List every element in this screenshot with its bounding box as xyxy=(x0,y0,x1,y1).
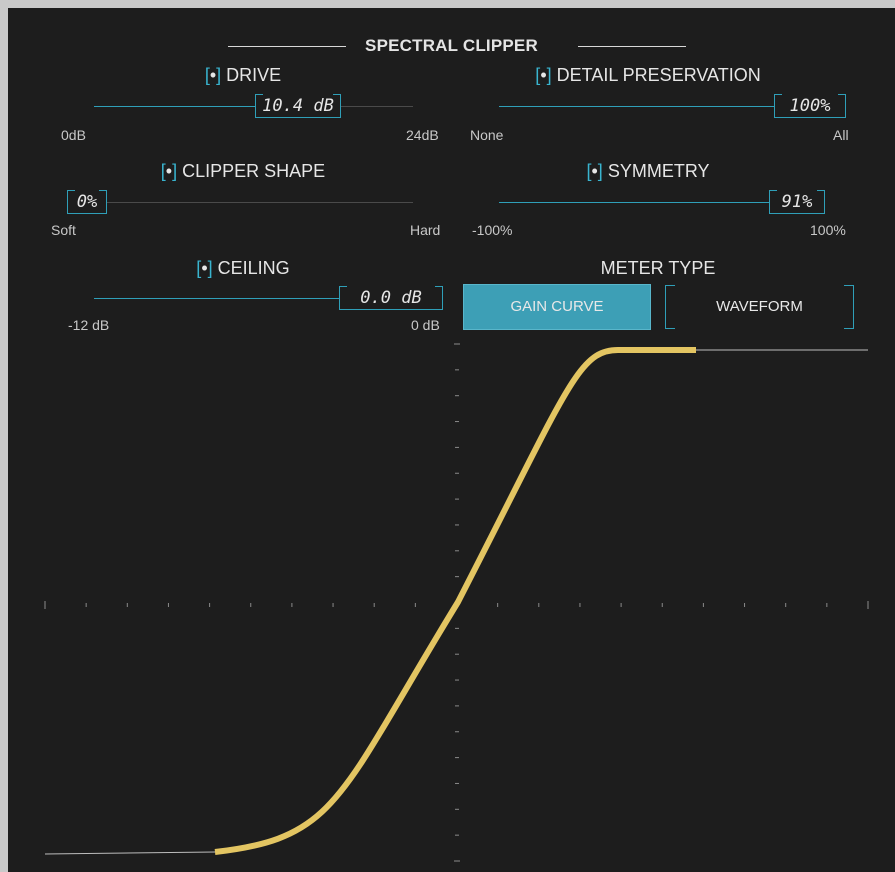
symmetry-toggle-icon[interactable]: [•] xyxy=(586,161,603,181)
ceiling-max-label: 0 dB xyxy=(411,317,440,333)
symmetry-label[interactable]: [•] SYMMETRY xyxy=(568,161,728,182)
ceiling-min-label: -12 dB xyxy=(68,317,110,333)
spectral-clipper-panel: SPECTRAL CLIPPER [•] DRIVE 10.4 dB 0dB 2… xyxy=(8,8,895,872)
symmetry-max-label: 100% xyxy=(810,222,846,238)
detail-min-label: None xyxy=(470,127,504,143)
detail-value-box[interactable]: 100% xyxy=(774,94,846,118)
section-title: SPECTRAL CLIPPER xyxy=(365,36,538,55)
title-line-right xyxy=(578,46,686,47)
gain-curve-input-line-left xyxy=(44,851,216,855)
drive-track-empty[interactable] xyxy=(341,106,413,107)
shape-value-box[interactable]: 0% xyxy=(67,190,107,214)
ceiling-label-text: CEILING xyxy=(217,258,290,278)
symmetry-value-box[interactable]: 91% xyxy=(769,190,825,214)
gain-curve xyxy=(214,347,696,855)
clipper-shape-label[interactable]: [•] CLIPPER SHAPE xyxy=(148,161,338,182)
ceiling-toggle-icon[interactable]: [•] xyxy=(196,258,213,278)
detail-label-text: DETAIL PRESERVATION xyxy=(556,65,761,85)
drive-max-label: 24dB xyxy=(406,127,439,143)
drive-track-filled[interactable] xyxy=(94,106,256,107)
ceiling-value-box[interactable]: 0.0 dB xyxy=(339,286,443,310)
detail-toggle-icon[interactable]: [•] xyxy=(535,65,552,85)
ceiling-track-filled[interactable] xyxy=(94,298,340,299)
shape-label-text: CLIPPER SHAPE xyxy=(182,161,326,181)
drive-label[interactable]: [•] DRIVE xyxy=(178,65,308,86)
symmetry-label-text: SYMMETRY xyxy=(607,161,710,181)
title-line-left xyxy=(228,46,346,47)
symmetry-track-filled[interactable] xyxy=(499,202,770,203)
drive-value-box[interactable]: 10.4 dB xyxy=(255,94,341,118)
shape-min-label: Soft xyxy=(51,222,76,238)
drive-toggle-icon[interactable]: [•] xyxy=(204,65,222,85)
gain-curve-graph xyxy=(44,343,869,862)
shape-max-label: Hard xyxy=(410,222,441,238)
waveform-button[interactable]: WAVEFORM xyxy=(665,285,854,329)
detail-preservation-label[interactable]: [•] DETAIL PRESERVATION xyxy=(508,65,788,86)
symmetry-min-label: -100% xyxy=(472,222,513,238)
detail-track-filled[interactable] xyxy=(499,106,775,107)
detail-max-label: All xyxy=(833,127,849,143)
shape-toggle-icon[interactable]: [•] xyxy=(160,161,178,181)
drive-min-label: 0dB xyxy=(61,127,86,143)
drive-label-text: DRIVE xyxy=(226,65,282,85)
meter-type-label: METER TYPE xyxy=(600,258,716,278)
shape-track-empty[interactable] xyxy=(107,202,413,203)
gain-curve-button[interactable]: GAIN CURVE xyxy=(463,284,651,330)
ceiling-label[interactable]: [•] CEILING xyxy=(178,258,308,279)
